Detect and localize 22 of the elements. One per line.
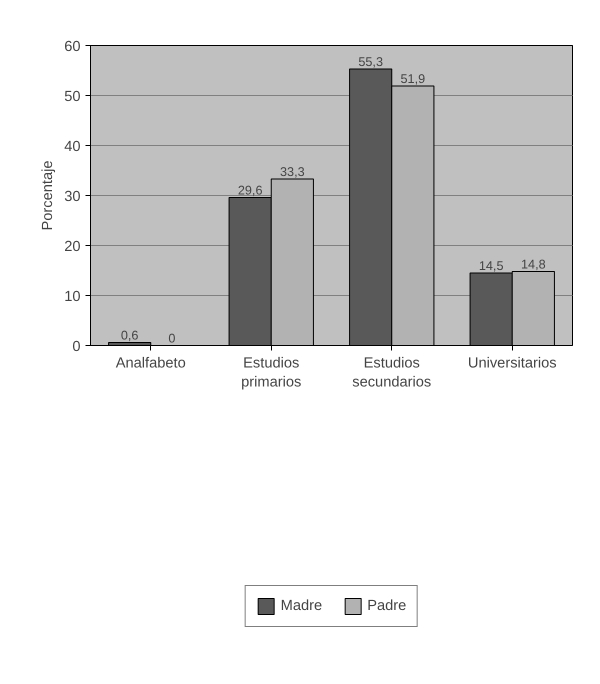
legend-label: Madre [280, 598, 322, 614]
data-label: 0,6 [120, 328, 138, 342]
y-tick-label: 60 [64, 39, 81, 55]
data-label: 33,3 [280, 165, 305, 179]
x-tick-label: Estudios secundarios [352, 356, 432, 391]
y-tick-label: 40 [64, 139, 81, 155]
data-label: 0 [168, 332, 176, 346]
data-label: 55,3 [358, 55, 383, 69]
x-tick-label: Analfabeto [116, 356, 186, 372]
y-tick-label: 50 [64, 89, 81, 105]
y-tick-label: 10 [64, 289, 81, 305]
y-tick-label: 0 [72, 339, 81, 355]
data-label: 29,6 [238, 184, 262, 198]
y-axis-title: Porcentaje [40, 160, 56, 231]
x-tick-label: Universitarios [468, 356, 557, 372]
legend-label: Padre [367, 598, 406, 614]
x-tick-label: Estudios primarios [241, 356, 302, 391]
data-label: 14,8 [521, 258, 546, 272]
y-tick-label: 20 [64, 239, 81, 255]
data-label: 51,9 [400, 72, 426, 86]
data-label: 14,5 [478, 259, 504, 273]
y-tick-label: 30 [64, 189, 81, 205]
